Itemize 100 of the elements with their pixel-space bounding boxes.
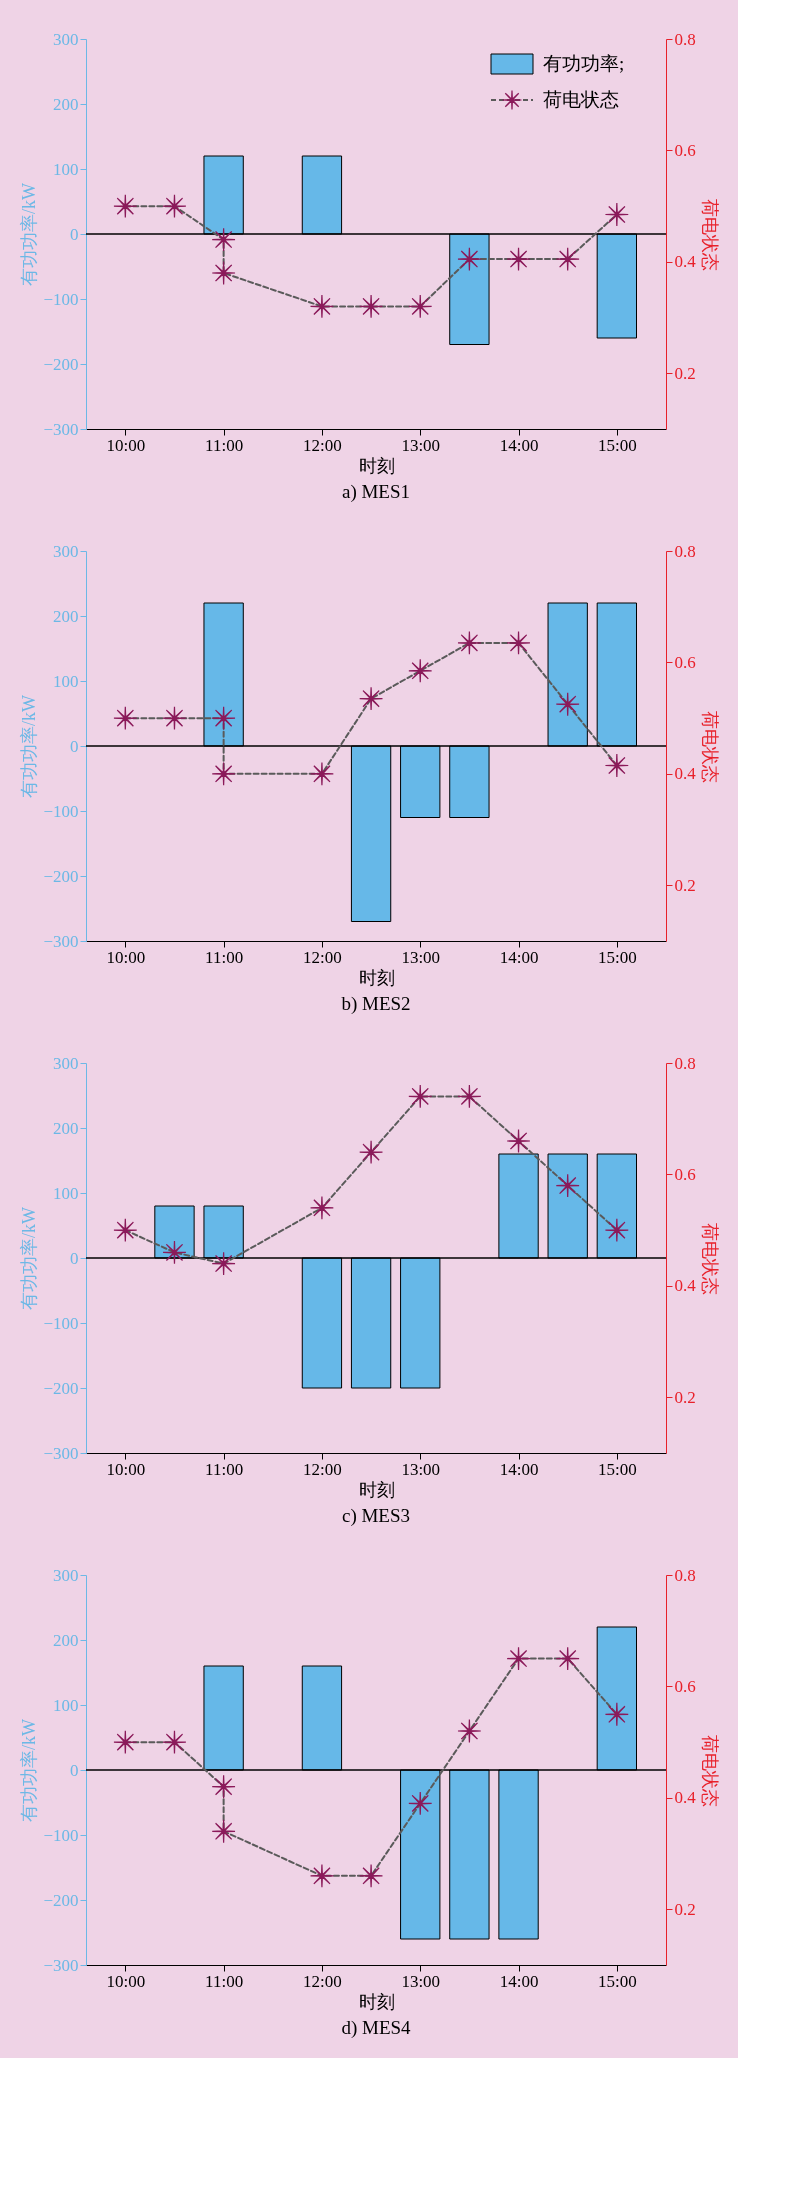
point	[457, 247, 482, 272]
y-tick-label: −200	[43, 866, 79, 886]
y2-tick-label: 0.2	[674, 875, 696, 895]
y-tick-label: 300	[53, 29, 79, 49]
y-tick-label: 0	[70, 736, 79, 756]
x-tick-label: 12:00	[303, 1971, 342, 1991]
y2-tick-label: 0.6	[674, 1164, 696, 1184]
y2-axis-title: 荷电状态	[699, 198, 720, 271]
y-axis-title: 有功功率/kW	[19, 1719, 40, 1822]
point	[359, 1863, 384, 1888]
point	[604, 753, 629, 778]
y2-axis-title: 荷电状态	[699, 710, 720, 783]
x-tick-label: 11:00	[205, 435, 244, 455]
point	[211, 761, 236, 786]
y2-tick-label: 0.4	[674, 1788, 697, 1808]
point	[408, 1791, 433, 1816]
y-tick-label: 100	[53, 671, 79, 691]
x-tick-label: 12:00	[303, 1459, 342, 1479]
point	[604, 1218, 629, 1243]
x-tick-label: 15:00	[597, 947, 637, 967]
point	[113, 706, 138, 731]
y-tick-label: −300	[43, 419, 79, 439]
text: a) MES1	[341, 481, 411, 503]
y-tick-label: 0	[70, 1760, 79, 1780]
y-axis-title: 有功功率/kW	[19, 183, 40, 286]
point	[211, 227, 236, 252]
x-tick-label: 13:00	[401, 947, 441, 967]
x-tick-label: 15:00	[597, 435, 637, 455]
y-tick-label: 200	[53, 1630, 79, 1650]
y-tick-label: 100	[53, 1695, 79, 1715]
y-tick-label: 300	[53, 1565, 79, 1585]
point	[211, 1774, 236, 1799]
point	[506, 247, 531, 272]
x-tick-label: 14:00	[499, 1971, 539, 1991]
y-tick-label: −300	[43, 1955, 79, 1975]
point	[113, 1730, 138, 1755]
x-tick-label: 11:00	[205, 947, 244, 967]
y-tick-label: 200	[53, 1118, 79, 1138]
point	[211, 1251, 236, 1276]
x-tick-label: 14:00	[499, 947, 539, 967]
point	[113, 1218, 138, 1243]
y-tick-label: −300	[43, 931, 79, 951]
point	[408, 294, 433, 319]
legend-label: 有功功率;	[543, 53, 625, 74]
text: b) MES2	[341, 993, 411, 1015]
y2-tick-label: 0.8	[674, 541, 696, 561]
point	[555, 1646, 580, 1671]
point	[604, 202, 629, 227]
x-axis-title: 时刻	[358, 455, 395, 476]
point	[408, 1084, 433, 1109]
point	[555, 692, 580, 717]
point	[309, 761, 334, 786]
point	[506, 630, 531, 655]
y2-tick-label: 0.4	[674, 1276, 697, 1296]
y-tick-label: 200	[53, 94, 79, 114]
x-tick-label: 10:00	[106, 947, 146, 967]
x-tick-label: 11:00	[205, 1971, 244, 1991]
text: d) MES4	[341, 2017, 412, 2039]
y-tick-label: 300	[53, 1053, 79, 1073]
y2-tick-label: 0.6	[674, 652, 696, 672]
y-tick-label: 100	[53, 1183, 79, 1203]
point	[162, 706, 187, 731]
y2-tick-label: 0.4	[674, 764, 697, 784]
y-tick-label: −100	[43, 1825, 79, 1845]
x-tick-label: 15:00	[597, 1971, 637, 1991]
y-tick-label: 300	[53, 541, 79, 561]
y2-tick-label: 0.2	[674, 1899, 696, 1919]
text: c) MES3	[341, 1505, 411, 1527]
x-tick-label: 13:00	[401, 435, 441, 455]
x-tick-label: 14:00	[499, 1459, 539, 1479]
point	[211, 261, 236, 285]
y2-axis-title: 荷电状态	[699, 1222, 720, 1295]
x-tick-label: 15:00	[597, 1459, 637, 1479]
x-tick-label: 13:00	[401, 1459, 441, 1479]
point	[359, 686, 384, 711]
point	[309, 294, 334, 319]
point	[555, 1173, 580, 1198]
point	[604, 1702, 629, 1727]
y-axis-title: 有功功率/kW	[19, 1207, 40, 1310]
point	[359, 1140, 384, 1165]
point	[359, 294, 384, 319]
point	[113, 194, 138, 219]
point	[162, 1730, 187, 1755]
point	[457, 1084, 482, 1109]
x-axis-title: 时刻	[358, 1479, 395, 1500]
y-tick-label: −200	[43, 354, 79, 374]
x-tick-label: 13:00	[401, 1971, 441, 1991]
x-tick-label: 10:00	[106, 435, 146, 455]
point	[211, 1819, 236, 1844]
point	[506, 1646, 531, 1671]
y-tick-label: −100	[43, 801, 79, 821]
y2-tick-label: 0.2	[674, 1387, 696, 1407]
legend-label: 荷电状态	[543, 89, 619, 110]
x-axis-title: 时刻	[358, 1991, 395, 2012]
point	[162, 1240, 187, 1265]
y-tick-label: −200	[43, 1378, 79, 1398]
y2-tick-label: 0.8	[674, 1053, 696, 1073]
y-tick-label: 100	[53, 159, 79, 179]
y2-tick-label: 0.6	[674, 1676, 696, 1696]
y-axis-title: 有功功率/kW	[19, 695, 40, 798]
